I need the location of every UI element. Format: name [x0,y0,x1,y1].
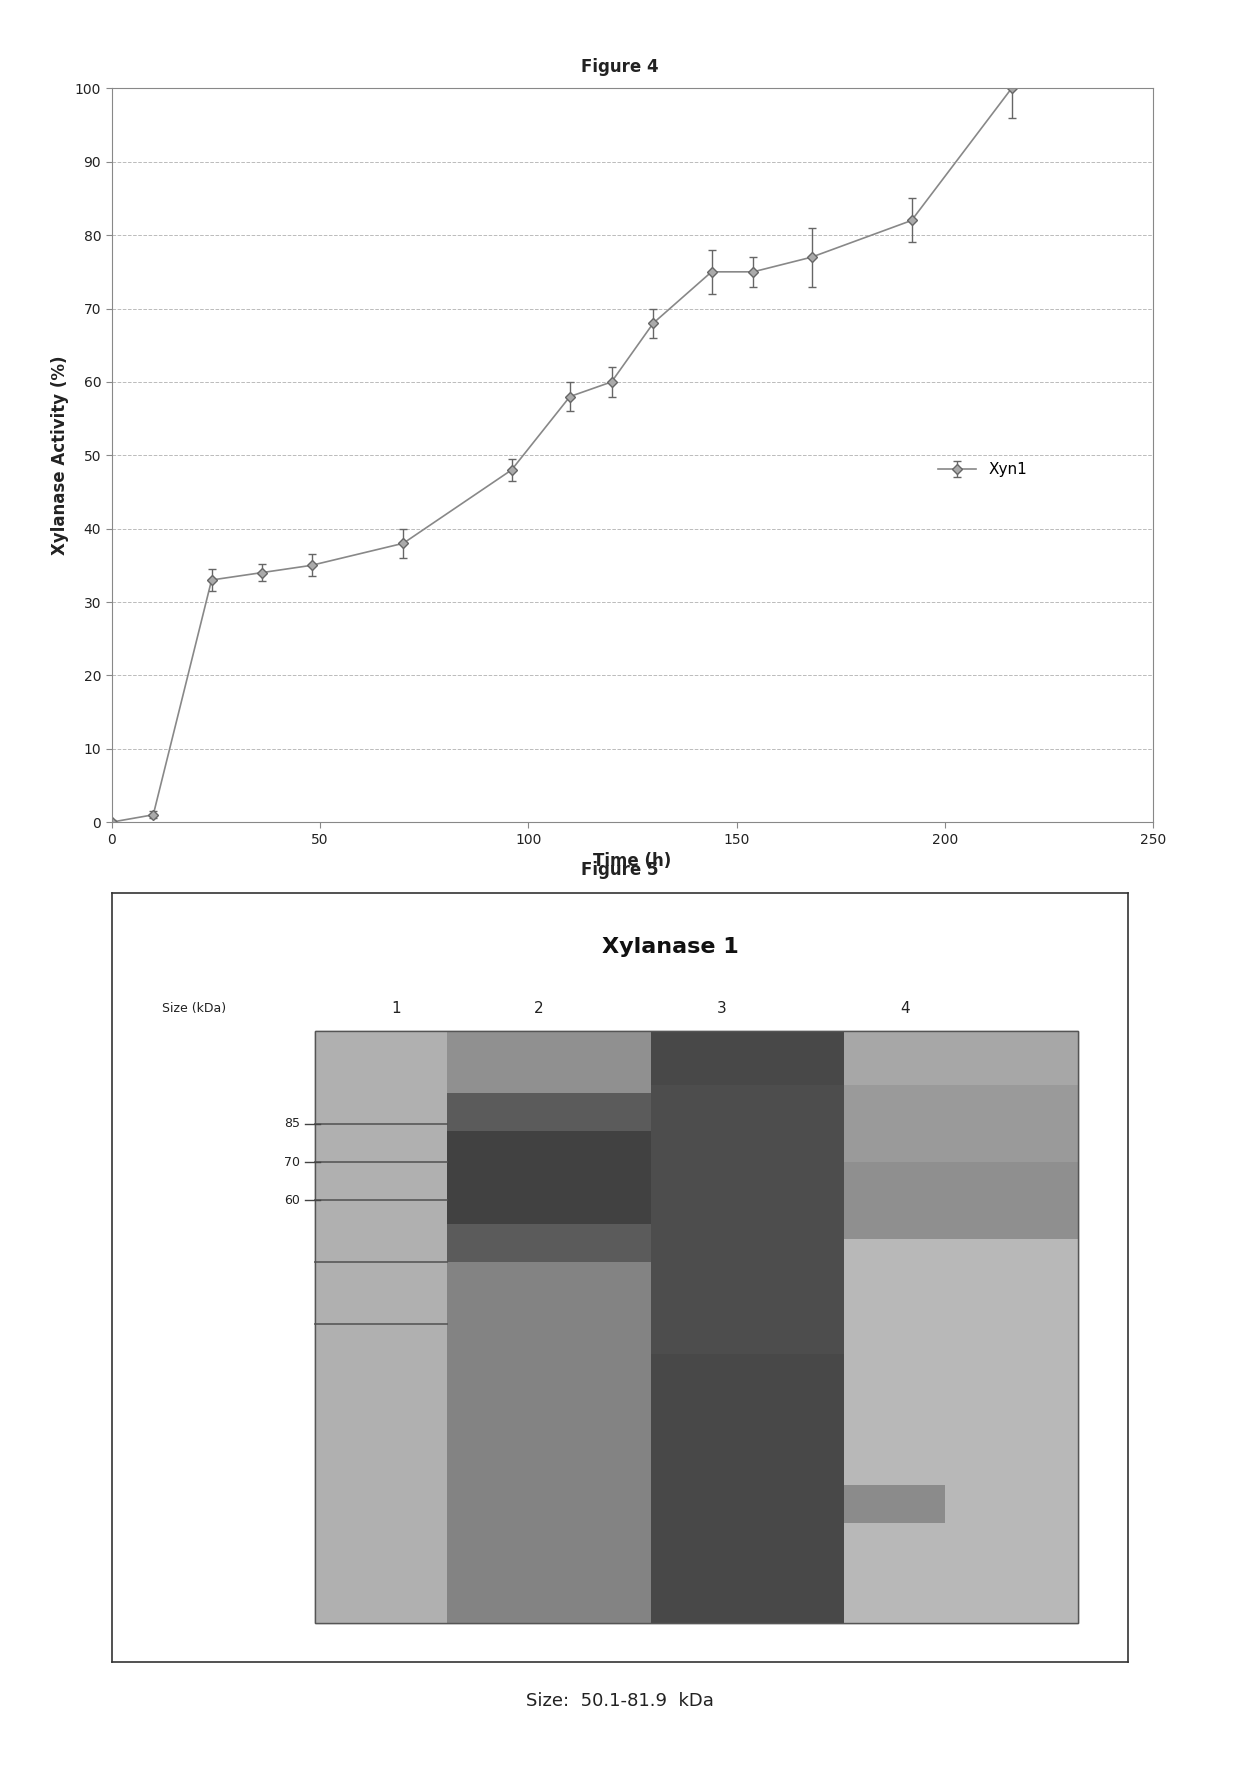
Bar [315,1031,448,1623]
Bar [448,1132,651,1223]
Bar [843,1031,1078,1623]
Text: Figure 4: Figure 4 [582,58,658,76]
Text: Xylanase 1: Xylanase 1 [603,937,739,956]
Text: 3: 3 [717,1001,727,1015]
Bar [448,1262,651,1623]
Bar [448,1031,651,1623]
X-axis label: Time (h): Time (h) [593,852,672,870]
Text: Size:  50.1-81.9  kDa: Size: 50.1-81.9 kDa [526,1692,714,1710]
Y-axis label: Xylanase Activity (%): Xylanase Activity (%) [51,355,69,555]
Text: 70: 70 [284,1156,300,1169]
Bar [651,1086,843,1354]
Bar [448,1093,651,1262]
Bar [315,1031,1078,1623]
Text: 4: 4 [900,1001,909,1015]
Text: 2: 2 [534,1001,543,1015]
Legend: Xyn1: Xyn1 [931,456,1033,483]
Text: Size (kDa): Size (kDa) [162,1002,227,1015]
Text: Figure 5: Figure 5 [582,861,658,879]
Text: 60: 60 [284,1193,300,1208]
Bar [843,1086,1078,1239]
Bar [843,1031,1078,1162]
Text: 1: 1 [392,1001,401,1015]
Bar [651,1031,843,1623]
Text: 85: 85 [284,1117,300,1130]
Bar [843,1485,945,1524]
Bar [315,1031,1078,1623]
